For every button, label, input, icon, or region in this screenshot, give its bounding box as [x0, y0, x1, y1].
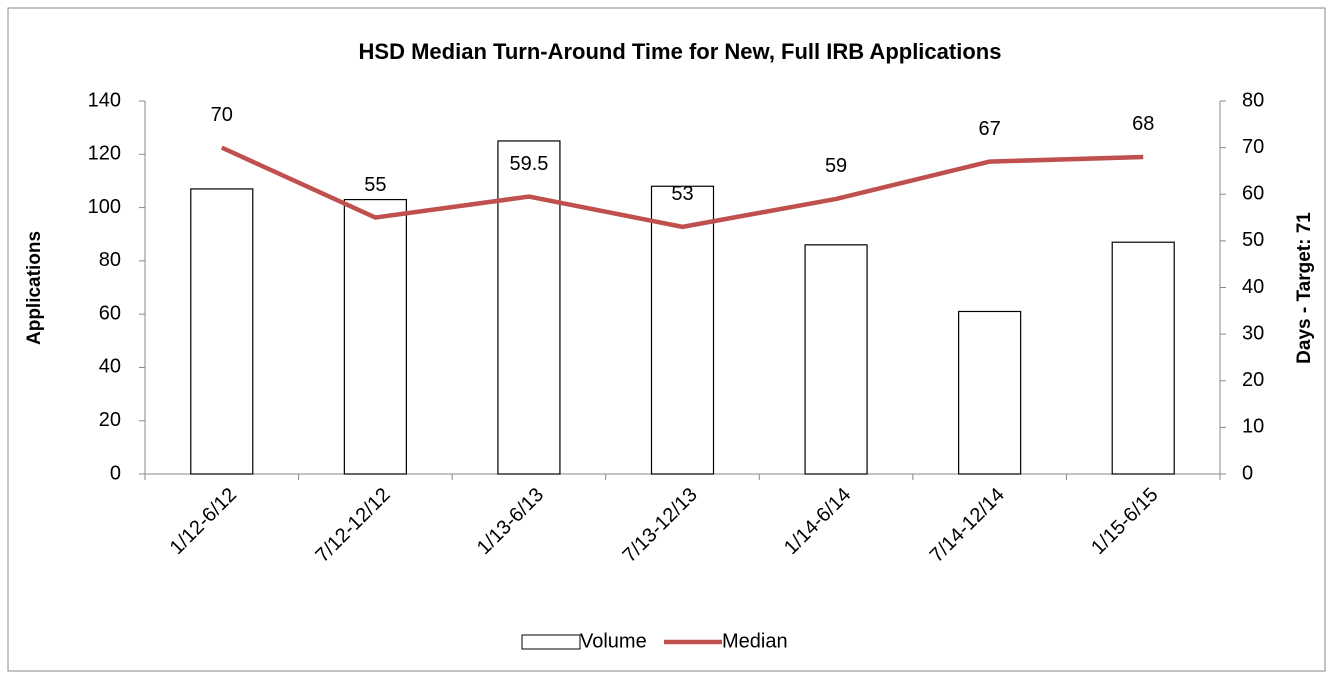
bar — [343, 198, 407, 475]
y-axis-title: Applications — [24, 231, 45, 345]
legend-label: Median — [722, 630, 788, 652]
y2-tick-label: 70 — [1242, 136, 1264, 158]
data-label: 70 — [211, 104, 233, 126]
y-tick-label: 80 — [99, 249, 121, 271]
y2-tick-label: 50 — [1242, 229, 1264, 251]
y2-tick-label: 30 — [1242, 322, 1264, 344]
y2-tick-label: 60 — [1242, 183, 1264, 205]
bar — [497, 140, 561, 475]
y-tick-label: 100 — [88, 196, 121, 218]
y-tick-label: 20 — [99, 409, 121, 431]
bar — [1111, 241, 1175, 475]
bar — [650, 185, 715, 475]
legend-label: Volume — [580, 630, 647, 652]
data-label: 67 — [979, 118, 1001, 140]
data-label: 59.5 — [509, 153, 548, 175]
y2-tick-label: 0 — [1242, 462, 1253, 484]
y2-tick-label: 20 — [1242, 369, 1264, 391]
y-tick-label: 60 — [99, 302, 121, 324]
data-label: 53 — [671, 183, 693, 205]
y-tick-label: 40 — [99, 356, 121, 378]
y-tick-label: 120 — [88, 143, 121, 165]
y-tick-label: 0 — [110, 462, 121, 484]
y-tick-label: 140 — [88, 89, 121, 111]
data-label: 59 — [825, 155, 847, 177]
y2-tick-label: 10 — [1242, 416, 1264, 438]
y2-tick-label: 80 — [1242, 89, 1264, 111]
bar — [958, 310, 1022, 475]
data-label: 55 — [364, 174, 386, 196]
y2-axis-title: Days - Target: 71 — [1294, 212, 1315, 364]
chart-title: HSD Median Turn-Around Time for New, Ful… — [359, 39, 1002, 64]
legend-swatch — [521, 634, 581, 650]
bar — [190, 188, 254, 475]
line — [220, 145, 1144, 230]
bar — [804, 244, 868, 475]
data-label: 68 — [1132, 113, 1154, 135]
y2-tick-label: 40 — [1242, 276, 1264, 298]
